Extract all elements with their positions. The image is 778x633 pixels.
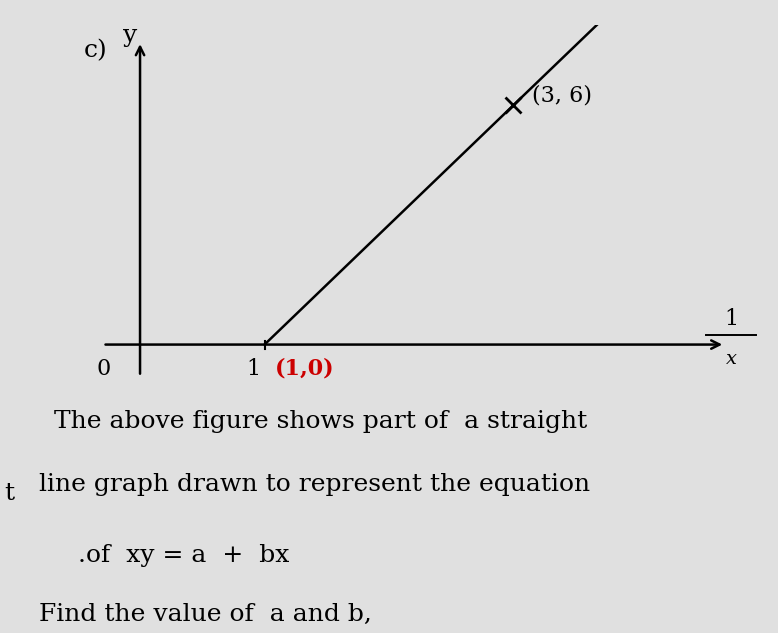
Text: .of  xy = a  +  bx: .of xy = a + bx xyxy=(78,544,289,567)
Text: y: y xyxy=(123,24,137,47)
Text: (1,0): (1,0) xyxy=(275,358,334,380)
Text: 1: 1 xyxy=(246,358,260,380)
Text: 0: 0 xyxy=(96,358,110,380)
Text: t: t xyxy=(4,482,14,505)
Text: The above figure shows part of  a straight: The above figure shows part of a straigh… xyxy=(54,410,587,433)
Text: (3, 6): (3, 6) xyxy=(532,85,592,107)
Text: 1: 1 xyxy=(724,308,738,330)
Text: x: x xyxy=(726,349,737,368)
Text: c): c) xyxy=(84,39,108,62)
Text: line graph drawn to represent the equation: line graph drawn to represent the equati… xyxy=(39,473,590,496)
Text: Find the value of  a and b,: Find the value of a and b, xyxy=(39,603,372,625)
